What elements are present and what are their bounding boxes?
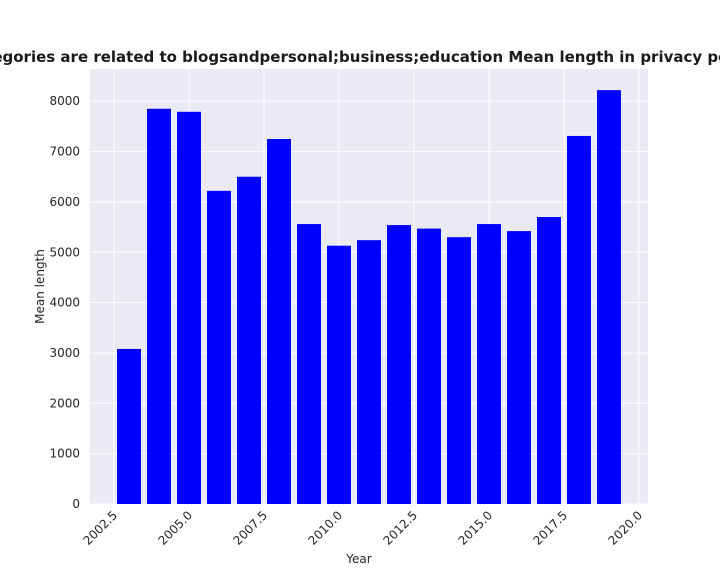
y-tick-label: 0 xyxy=(72,497,80,511)
y-axis-ticks: 0 1000 2000 3000 4000 5000 6000 7000 8000 xyxy=(49,94,80,511)
bar xyxy=(207,190,231,504)
y-tick-label: 7000 xyxy=(49,145,80,159)
y-tick-label: 5000 xyxy=(49,245,80,259)
bar xyxy=(447,237,471,504)
bar xyxy=(267,138,291,504)
bar xyxy=(567,135,591,505)
bar xyxy=(297,224,321,504)
bar xyxy=(597,90,621,504)
x-tick-label: 2007.5 xyxy=(231,508,271,548)
x-tick-label: 2010.0 xyxy=(306,508,346,548)
bar xyxy=(147,108,171,505)
x-tick-label: 2017.5 xyxy=(531,508,571,548)
x-tick-label: 2020.0 xyxy=(606,508,646,548)
bar xyxy=(357,240,381,505)
bars xyxy=(117,90,621,505)
bar xyxy=(237,176,261,505)
chart-title: categories are related to blogsandperson… xyxy=(0,48,720,66)
y-axis-label: Mean length xyxy=(33,249,47,324)
bar xyxy=(117,348,141,504)
bar xyxy=(417,228,441,504)
x-tick-label: 2002.5 xyxy=(81,508,121,548)
y-tick-label: 6000 xyxy=(49,195,80,209)
x-axis-ticks: 2002.5 2005.0 2007.5 2010.0 2012.5 2015.0 2017… xyxy=(81,508,646,548)
y-tick-label: 4000 xyxy=(49,296,80,310)
bar xyxy=(327,245,351,504)
bar xyxy=(507,231,531,505)
bar xyxy=(537,217,561,505)
x-tick-label: 2005.0 xyxy=(156,508,196,548)
bar xyxy=(477,224,501,504)
y-tick-label: 2000 xyxy=(49,396,80,410)
y-tick-label: 3000 xyxy=(49,346,80,360)
bar xyxy=(177,111,201,504)
bar xyxy=(387,225,411,504)
x-tick-label: 2015.0 xyxy=(456,508,496,548)
x-tick-label: 2012.5 xyxy=(381,508,421,548)
x-axis-label: Year xyxy=(345,552,371,566)
y-tick-label: 8000 xyxy=(49,94,80,108)
y-tick-label: 1000 xyxy=(49,447,80,461)
